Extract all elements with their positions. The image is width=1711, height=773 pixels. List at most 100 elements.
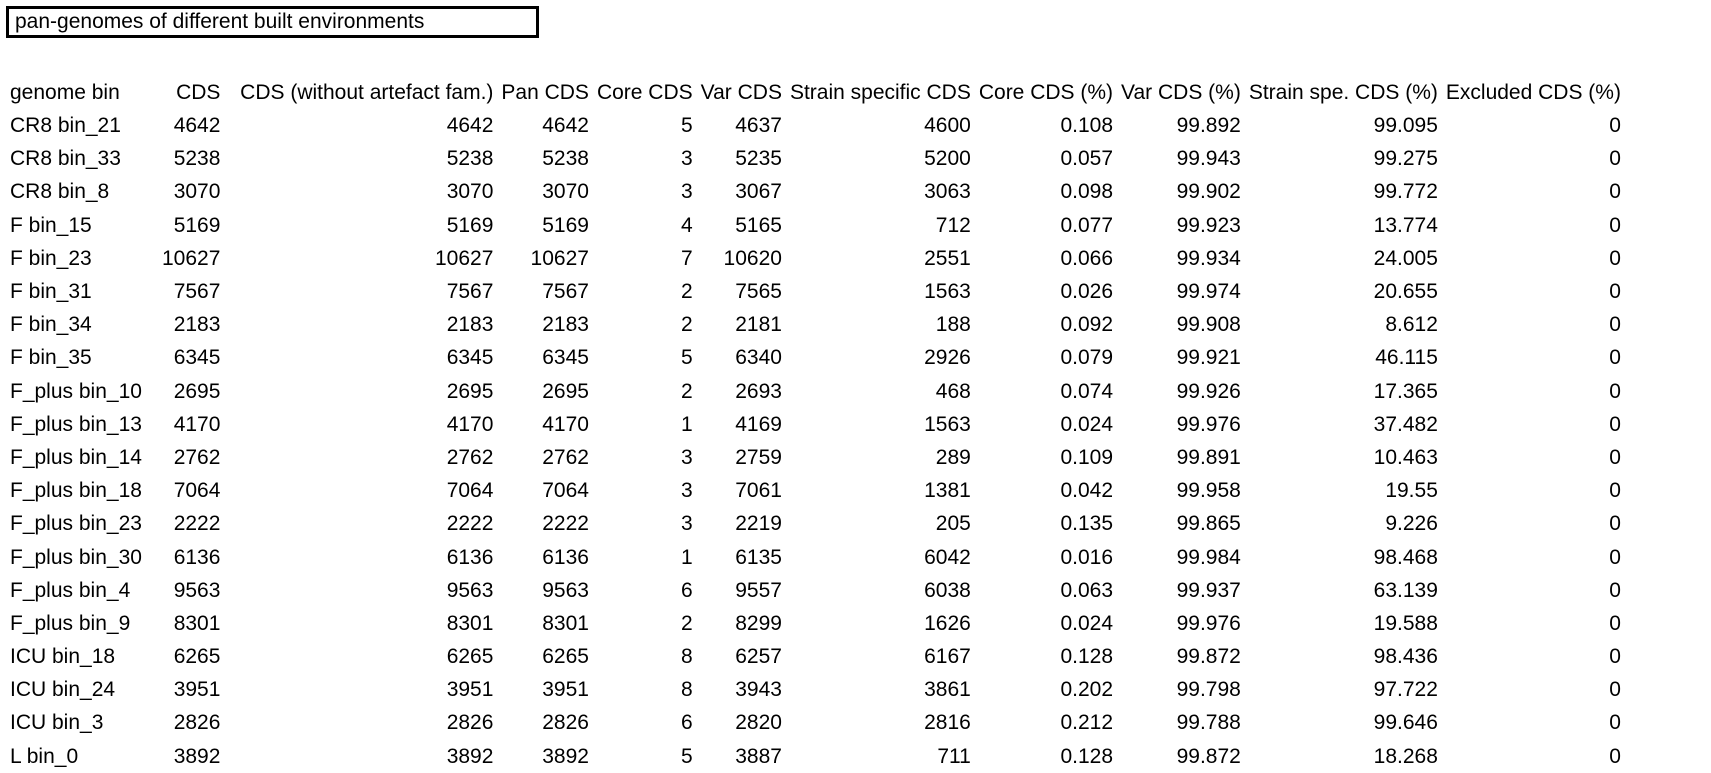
cell-strain-spe-cds-pct: 63.139 [1373,578,1438,602]
cell-genome-bin: F bin_34 [10,313,92,337]
cell-var-cds: 7565 [735,280,782,304]
table-row: CR8 bin_21 4642 4642 4642 5 4637 4600 0.108 99.8… [6,109,1625,142]
cell-core-cds: 5 [680,346,693,370]
cell-excluded-cds-pct: 0 [1609,578,1621,602]
cell-var-cds: 4169 [735,412,782,436]
cell-strain-spe-cds-pct: 18.268 [1373,744,1438,768]
cell-excluded-cds-pct: 0 [1609,545,1621,569]
cell-core-cds-pct: 0.128 [1060,645,1114,669]
cell-cds: 6345 [173,346,221,370]
cell-var-cds: 5165 [735,213,782,237]
cell-pan-cds: 9563 [542,578,589,602]
cell-var-cds-pct: 99.943 [1176,147,1241,171]
cell-pan-cds: 2695 [542,379,589,403]
cell-cds: 6136 [173,545,221,569]
header-var-cds: Var CDS [700,80,782,104]
cell-genome-bin: F_plus bin_14 [10,445,142,469]
table-row: ICU bin_18 6265 6265 6265 8 6257 6167 0.128 99.8… [6,640,1625,673]
cell-var-cds-pct: 99.892 [1176,114,1241,138]
cell-pan-cds: 6345 [542,346,589,370]
table-row: F_plus bin_4 9563 9563 9563 6 9557 6038 0.063 99… [6,574,1625,607]
cell-cds: 8301 [173,611,221,635]
cell-var-cds-pct: 99.872 [1176,744,1241,768]
table-row: F bin_34 2183 2183 2183 2 2181 188 0.092 99.908 8… [6,308,1625,341]
cell-core-cds: 5 [680,114,693,138]
cell-core-cds: 6 [680,578,693,602]
cell-cds-without-artefact: 6345 [446,346,494,370]
cell-core-cds-pct: 0.066 [1060,246,1114,270]
cell-genome-bin: F bin_15 [10,213,92,237]
table-row: F_plus bin_10 2695 2695 2695 2 2693 468 0.074 99… [6,375,1625,408]
cell-cds: 9563 [173,578,221,602]
cell-var-cds: 5235 [735,147,782,171]
header-strain-specific-cds: Strain specific CDS [789,80,971,104]
cell-cds: 3951 [173,678,221,702]
cell-var-cds: 3887 [735,744,782,768]
cell-core-cds-pct: 0.042 [1060,479,1114,503]
cell-strain-spe-cds-pct: 98.468 [1373,545,1438,569]
cell-excluded-cds-pct: 0 [1609,645,1621,669]
cell-genome-bin: F_plus bin_30 [10,545,142,569]
cell-pan-cds: 5169 [542,213,589,237]
cell-excluded-cds-pct: 0 [1609,678,1621,702]
cell-excluded-cds-pct: 0 [1609,180,1621,204]
cell-cds-without-artefact: 3070 [446,180,494,204]
cell-core-cds: 4 [680,213,693,237]
cell-core-cds-pct: 0.026 [1060,280,1114,304]
cell-genome-bin: F_plus bin_9 [10,611,131,635]
cell-var-cds: 4637 [735,114,782,138]
table-row: F bin_23 10627 10627 10627 7 10620 2551 0.066 99… [6,242,1625,275]
table-row: F_plus bin_13 4170 4170 4170 1 4169 1563 0.024 9… [6,408,1625,441]
cell-core-cds: 6 [680,711,693,735]
cell-pan-cds: 8301 [542,611,589,635]
cell-cds: 2762 [173,445,221,469]
cell-strain-specific-cds: 468 [935,379,971,403]
cell-var-cds-pct: 99.788 [1176,711,1241,735]
cell-var-cds-pct: 99.891 [1176,445,1241,469]
cell-strain-spe-cds-pct: 98.436 [1373,645,1438,669]
cell-strain-specific-cds: 6167 [924,645,971,669]
cell-strain-specific-cds: 712 [935,213,971,237]
cell-var-cds: 2219 [735,512,782,536]
table-row: F_plus bin_30 6136 6136 6136 1 6135 6042 0.016 9… [6,540,1625,573]
table-row: F bin_15 5169 5169 5169 4 5165 712 0.077 99.923 1… [6,209,1625,242]
cell-genome-bin: F_plus bin_10 [10,379,142,403]
cell-core-cds-pct: 0.057 [1060,147,1114,171]
cell-excluded-cds-pct: 0 [1609,280,1621,304]
cell-genome-bin: F_plus bin_13 [10,412,142,436]
cell-strain-spe-cds-pct: 97.722 [1373,678,1438,702]
cell-cds: 7567 [173,280,221,304]
cell-pan-cds: 10627 [530,246,589,270]
cell-cds: 5169 [173,213,221,237]
cell-var-cds: 3943 [735,678,782,702]
cell-cds-without-artefact: 7064 [446,479,494,503]
cell-cds-without-artefact: 2826 [446,711,494,735]
cell-strain-specific-cds: 2926 [924,346,971,370]
cell-cds-without-artefact: 10627 [435,246,494,270]
table-row: ICU bin_24 3951 3951 3951 8 3943 3861 0.202 99.7… [6,673,1625,706]
cell-var-cds-pct: 99.958 [1176,479,1241,503]
cell-cds-without-artefact: 3951 [446,678,494,702]
cell-strain-spe-cds-pct: 13.774 [1373,213,1438,237]
cell-core-cds-pct: 0.074 [1060,379,1114,403]
cell-cds: 7064 [173,479,221,503]
cell-var-cds-pct: 99.934 [1176,246,1241,270]
cell-core-cds: 8 [680,645,693,669]
cell-strain-specific-cds: 289 [935,445,971,469]
cell-cds: 3892 [173,744,221,768]
table-row: F bin_31 7567 7567 7567 2 7565 1563 0.026 99.974… [6,275,1625,308]
cell-excluded-cds-pct: 0 [1609,246,1621,270]
cell-strain-spe-cds-pct: 24.005 [1373,246,1438,270]
cell-genome-bin: F bin_35 [10,346,92,370]
cell-strain-spe-cds-pct: 99.772 [1373,180,1438,204]
cell-core-cds-pct: 0.092 [1060,313,1114,337]
cell-core-cds-pct: 0.108 [1060,114,1114,138]
cell-var-cds-pct: 99.984 [1176,545,1241,569]
header-row: genome bin CDS CDS (without artefact fam… [6,75,1625,109]
cell-core-cds-pct: 0.098 [1060,180,1114,204]
cell-strain-spe-cds-pct: 99.095 [1373,114,1438,138]
cell-genome-bin: CR8 bin_8 [10,180,110,204]
cell-strain-specific-cds: 3861 [924,678,971,702]
cell-strain-specific-cds: 3063 [924,180,971,204]
cell-cds-without-artefact: 4642 [446,114,494,138]
